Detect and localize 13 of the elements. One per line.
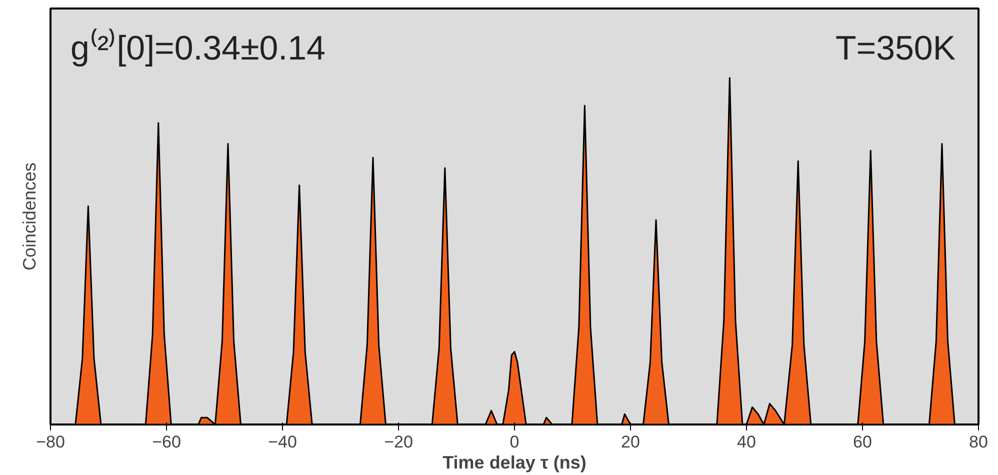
x-tick-label: 60 — [853, 432, 872, 452]
x-tick-label: 40 — [737, 432, 756, 452]
x-tick-label: −20 — [384, 432, 413, 452]
x-tick-label: −60 — [152, 432, 181, 452]
x-tick-label: −80 — [36, 432, 65, 452]
text: g⁽²⁾[0]=0.34±0.14 — [70, 28, 326, 68]
x-tick-label: −40 — [268, 432, 297, 452]
y-axis-title: Coincidences — [20, 162, 40, 271]
x-tick-label: 0 — [510, 432, 520, 452]
x-tick-label: 80 — [969, 432, 988, 452]
x-axis-title: Time delay τ (ns) — [442, 452, 586, 472]
x-tick-label: 20 — [621, 432, 640, 452]
text: T=350K — [835, 30, 956, 68]
